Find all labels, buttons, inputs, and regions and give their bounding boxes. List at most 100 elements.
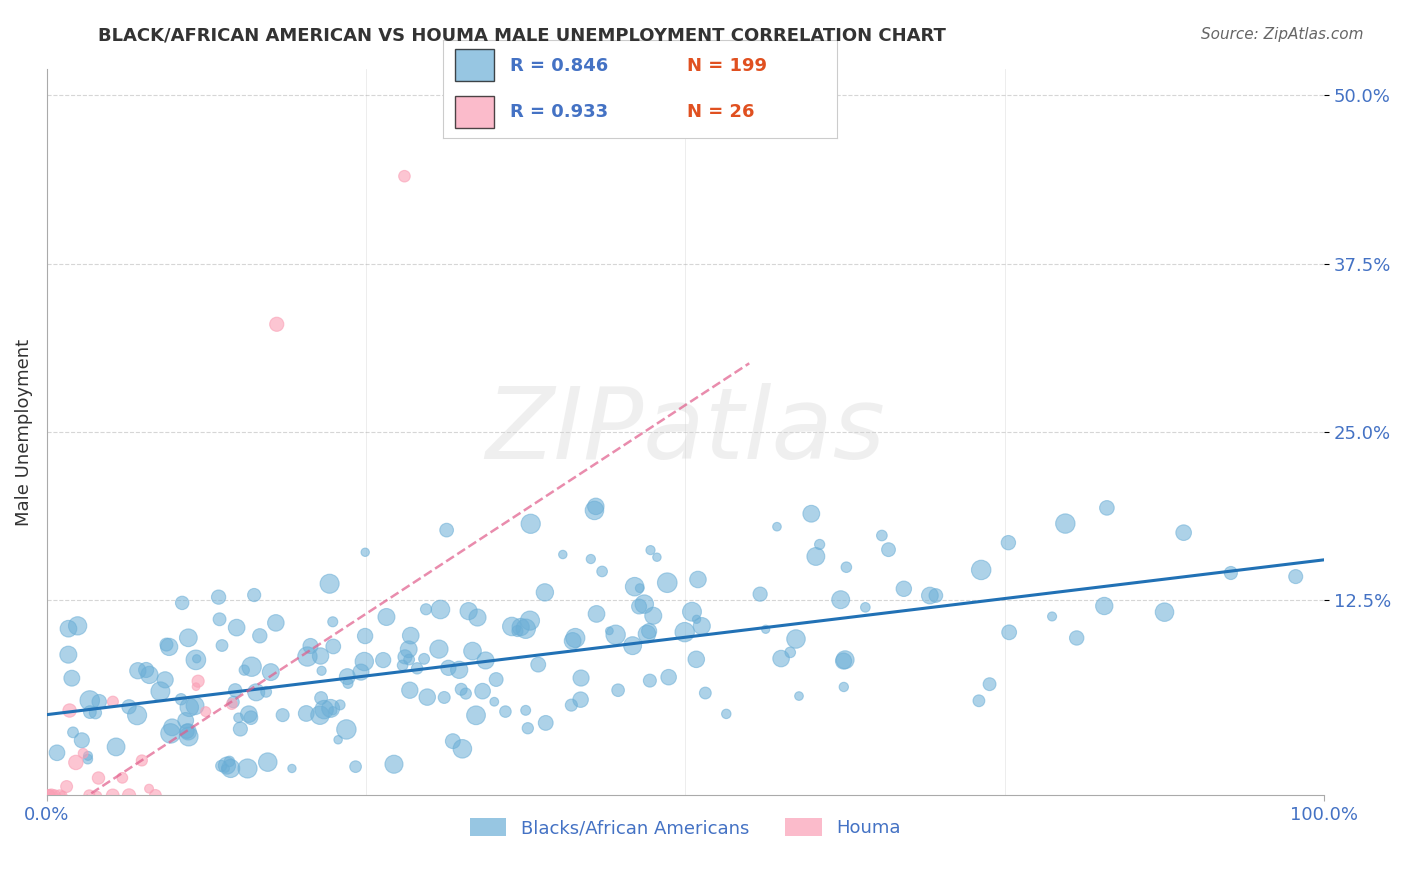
- Point: [118, 699, 141, 714]
- Point: [208, 612, 231, 626]
- Point: [690, 619, 713, 633]
- Point: [245, 685, 267, 699]
- Point: [58, 648, 80, 662]
- Point: [209, 759, 232, 773]
- Point: [638, 624, 661, 638]
- Point: [494, 705, 516, 719]
- Point: [177, 730, 200, 744]
- Point: [441, 734, 464, 748]
- Legend: Blacks/African Americans, Houma: Blacks/African Americans, Houma: [463, 811, 908, 845]
- Point: [184, 698, 207, 713]
- Point: [451, 741, 474, 756]
- Point: [309, 691, 332, 706]
- Point: [236, 762, 259, 776]
- Point: [215, 758, 238, 772]
- Point: [1092, 599, 1115, 613]
- Point: [337, 676, 360, 690]
- Point: [398, 652, 420, 666]
- Point: [87, 771, 110, 785]
- Point: [638, 673, 661, 688]
- Point: [350, 665, 373, 680]
- Point: [437, 661, 460, 675]
- Point: [238, 707, 260, 722]
- Point: [569, 671, 592, 685]
- Point: [326, 732, 349, 747]
- Point: [970, 563, 993, 577]
- Point: [591, 565, 613, 579]
- Point: [579, 552, 602, 566]
- Point: [281, 762, 304, 776]
- Point: [516, 721, 538, 735]
- Point: [415, 602, 437, 616]
- Point: [176, 724, 198, 739]
- Point: [101, 789, 124, 803]
- Point: [382, 757, 405, 772]
- Point: [373, 653, 395, 667]
- Point: [564, 631, 586, 645]
- Point: [186, 652, 208, 666]
- Point: [172, 596, 194, 610]
- Point: [585, 500, 607, 514]
- Point: [560, 698, 582, 713]
- Point: [187, 674, 209, 689]
- Point: [623, 580, 645, 594]
- Point: [66, 619, 89, 633]
- Point: [461, 644, 484, 658]
- Point: [398, 642, 420, 657]
- Point: [1285, 569, 1308, 583]
- Point: [628, 581, 651, 595]
- Point: [354, 545, 377, 559]
- Point: [770, 651, 793, 665]
- Point: [893, 582, 915, 596]
- Point: [174, 714, 197, 728]
- Point: [450, 682, 472, 697]
- Point: [832, 680, 855, 694]
- Point: [155, 638, 177, 652]
- Point: [55, 780, 77, 794]
- Point: [46, 746, 69, 760]
- Point: [1095, 500, 1118, 515]
- Point: [249, 629, 271, 643]
- Point: [224, 683, 246, 698]
- Point: [427, 642, 450, 657]
- Point: [515, 703, 537, 717]
- Point: [998, 625, 1021, 640]
- Point: [211, 639, 233, 653]
- Text: R = 0.846: R = 0.846: [510, 57, 607, 75]
- Point: [467, 610, 489, 624]
- Point: [870, 528, 893, 542]
- Point: [519, 614, 541, 628]
- Point: [184, 680, 207, 694]
- Point: [449, 663, 471, 677]
- Point: [436, 523, 458, 537]
- Point: [643, 608, 665, 623]
- Point: [84, 706, 107, 720]
- Point: [354, 629, 377, 643]
- Point: [398, 683, 420, 698]
- Point: [551, 548, 574, 562]
- Point: [918, 589, 941, 603]
- Point: [834, 653, 856, 667]
- Point: [509, 620, 531, 634]
- Point: [561, 634, 583, 648]
- Point: [138, 668, 160, 682]
- FancyBboxPatch shape: [454, 96, 494, 128]
- Point: [153, 673, 176, 687]
- Point: [1153, 605, 1175, 619]
- Point: [506, 624, 529, 638]
- Point: [221, 697, 243, 711]
- Point: [314, 703, 336, 717]
- Point: [527, 657, 550, 672]
- Point: [607, 683, 630, 698]
- Point: [260, 665, 283, 679]
- Point: [1173, 525, 1195, 540]
- Point: [76, 752, 98, 766]
- Point: [177, 724, 200, 739]
- Text: N = 199: N = 199: [688, 57, 766, 75]
- Point: [52, 789, 75, 803]
- Point: [779, 645, 801, 659]
- Point: [65, 756, 87, 770]
- Point: [264, 615, 287, 630]
- Point: [375, 610, 398, 624]
- Point: [605, 628, 627, 642]
